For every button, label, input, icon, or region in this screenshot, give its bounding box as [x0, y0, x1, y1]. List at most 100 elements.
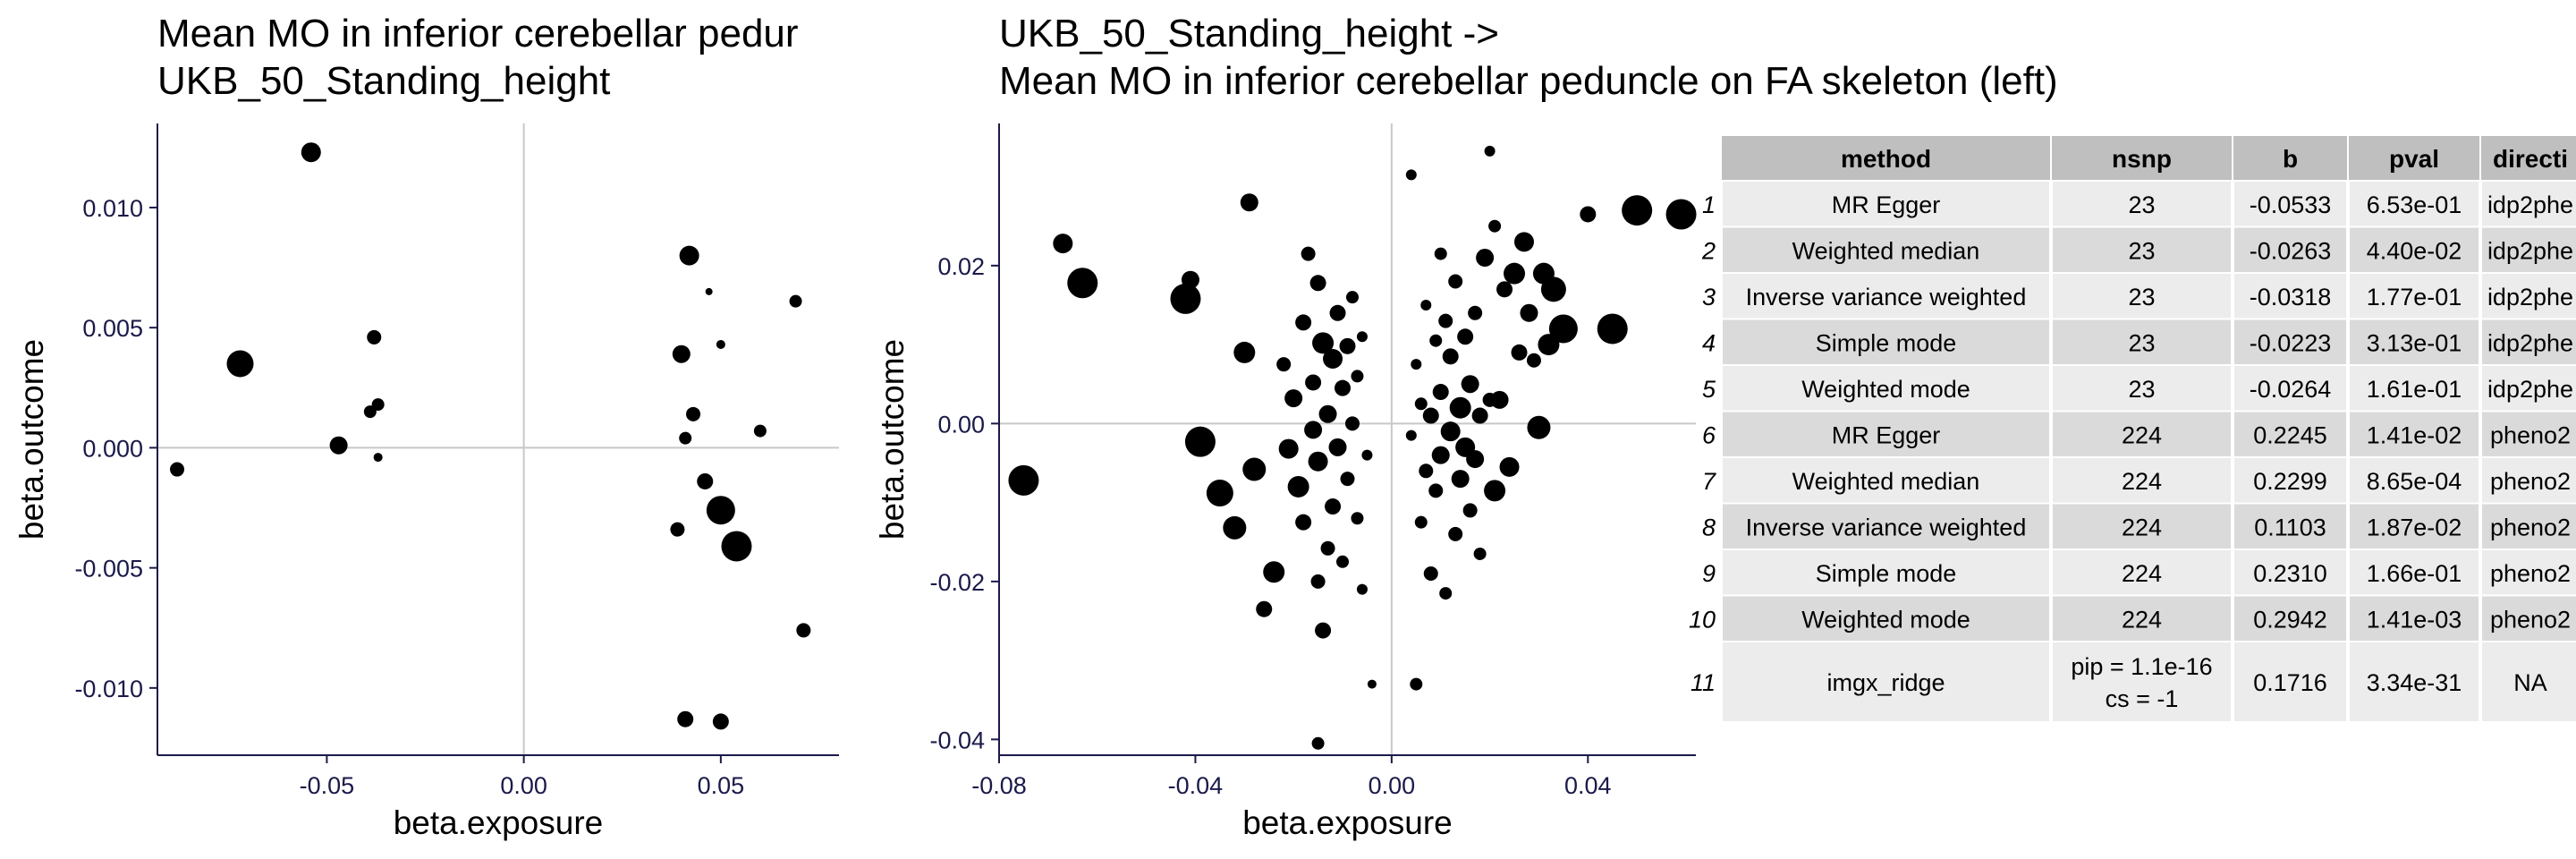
- table-cell: [2348, 272, 2480, 320]
- table-cell-text: Inverse variance weighted: [1746, 284, 2027, 310]
- scatter-point: [1240, 193, 1258, 212]
- scatter-point: [1476, 249, 1495, 268]
- scatter-point: [363, 405, 377, 419]
- table-cell-text: 0.2942: [2253, 606, 2327, 633]
- table-cell-text: Simple mode: [1816, 329, 1957, 356]
- table-cell: [2480, 549, 2576, 597]
- table-cell: [2348, 502, 2480, 550]
- x-tick-label: -0.05: [300, 772, 355, 799]
- x-axis-label: beta.exposure: [394, 804, 604, 841]
- scatter-point: [1488, 219, 1502, 233]
- table-cell: [2051, 318, 2233, 366]
- table-cell: [2233, 594, 2348, 642]
- table-cell-text: pheno2: [2490, 606, 2571, 633]
- scatter-point: [1622, 195, 1653, 226]
- table-cell-text: 8.65e-04: [2367, 468, 2462, 495]
- scatter-point: [1434, 247, 1447, 260]
- table-cell-text: idp2phe: [2487, 329, 2573, 356]
- scatter-point: [1540, 276, 1566, 302]
- scatter-point: [1320, 540, 1335, 556]
- table-header-cell: [2349, 136, 2479, 181]
- scatter-point: [1410, 677, 1423, 691]
- x-tick-label: -0.04: [1168, 772, 1224, 799]
- table-cell-text: 1.41e-02: [2367, 421, 2462, 448]
- table-cell-text: Weighted mode: [1801, 606, 1970, 633]
- scatter-point: [721, 531, 752, 562]
- table-cell-text: 0.2245: [2253, 421, 2327, 448]
- scatter-point: [1067, 268, 1098, 299]
- table-header-label: method: [1841, 145, 1931, 173]
- scatter-point: [1295, 514, 1312, 531]
- scatter-point: [1356, 583, 1368, 595]
- table-cell: [2480, 180, 2576, 228]
- scatter-point: [1284, 389, 1303, 408]
- scatter-point: [1295, 314, 1312, 331]
- table-cell-line: cs = -1: [2106, 685, 2179, 712]
- table-cell-text: Weighted mode: [1801, 376, 1970, 403]
- table-header-cell: [1722, 136, 2050, 181]
- table-cell: [2051, 456, 2233, 505]
- scatter-point: [1526, 353, 1541, 368]
- table-row-number: 2: [1701, 237, 1716, 264]
- table-cell: [1721, 641, 2051, 723]
- scatter-point: [1181, 270, 1199, 289]
- table-cell-text: 1.66e-01: [2367, 560, 2462, 587]
- table-cell: [1721, 549, 2051, 597]
- table-cell-text: pheno2: [2490, 468, 2571, 495]
- scatter-point: [1339, 337, 1356, 354]
- scatter-point: [1223, 515, 1247, 540]
- table-cell-text: -0.0533: [2250, 191, 2332, 218]
- table-cell-text: MR Egger: [1832, 191, 1941, 218]
- table-cell: [2233, 364, 2348, 412]
- table-cell-text: 23: [2128, 284, 2155, 310]
- scatter-point: [705, 287, 713, 295]
- scatter-point: [1361, 449, 1373, 461]
- table-cell-text: 0.1103: [2254, 514, 2326, 540]
- table-cell-text: 0.2310: [2253, 560, 2327, 587]
- table-cell-text: 3.13e-01: [2367, 329, 2462, 356]
- scatter-point: [1318, 404, 1337, 423]
- scatter-panel-2: UKB_50_Standing_height -> Mean MO in inf…: [874, 12, 2058, 841]
- scatter-point: [1335, 379, 1352, 396]
- scatter-point: [1170, 283, 1201, 314]
- scatter-point: [679, 431, 692, 445]
- table-cell-text: 23: [2128, 329, 2155, 356]
- scatter-point: [1311, 736, 1325, 750]
- table-cell: [2348, 180, 2480, 228]
- table-cell: [2233, 456, 2348, 505]
- scatter-point: [170, 462, 185, 477]
- table-cell-text: 224: [2122, 421, 2162, 448]
- table-row-number: 4: [1702, 329, 1716, 356]
- scatter-point: [1420, 299, 1432, 310]
- table-cell: [2233, 641, 2348, 723]
- table-header-label: b: [2283, 145, 2298, 173]
- table-cell: [2233, 225, 2348, 274]
- scatter-point: [1665, 199, 1697, 230]
- scatter-point: [1309, 275, 1326, 292]
- scatter-point: [1367, 679, 1377, 689]
- scatter-point: [1256, 600, 1273, 617]
- table-cell-text: idp2phe: [2487, 284, 2573, 310]
- table-cell-text: -0.0264: [2250, 376, 2332, 403]
- table-header-cell: [2052, 136, 2232, 181]
- table-row-number: 6: [1702, 421, 1716, 448]
- scatter-point: [1184, 426, 1216, 457]
- table-row-number: 7: [1702, 468, 1716, 495]
- scatter-point: [1206, 480, 1233, 507]
- scatter-point: [1287, 475, 1309, 498]
- table-cell-text-multiline: pip = 1.1e-16 cs = -1: [2071, 653, 2212, 712]
- scatter-point: [686, 406, 701, 421]
- scatter-point: [1484, 145, 1496, 157]
- table-cell: [2051, 594, 2233, 642]
- x-tick-label: -0.08: [971, 772, 1027, 799]
- scatter-point: [796, 623, 811, 638]
- scatter-point: [706, 496, 735, 525]
- y-tick-label: 0.02: [937, 253, 985, 280]
- scatter-point: [679, 245, 699, 266]
- y-tick-label: -0.005: [74, 556, 143, 583]
- table-cell-text: Inverse variance weighted: [1746, 514, 2027, 540]
- scatter-point: [1466, 450, 1485, 469]
- x-tick-label: 0.00: [1368, 772, 1416, 799]
- table-header-label: directi: [2493, 145, 2568, 173]
- scatter-point: [1411, 359, 1422, 370]
